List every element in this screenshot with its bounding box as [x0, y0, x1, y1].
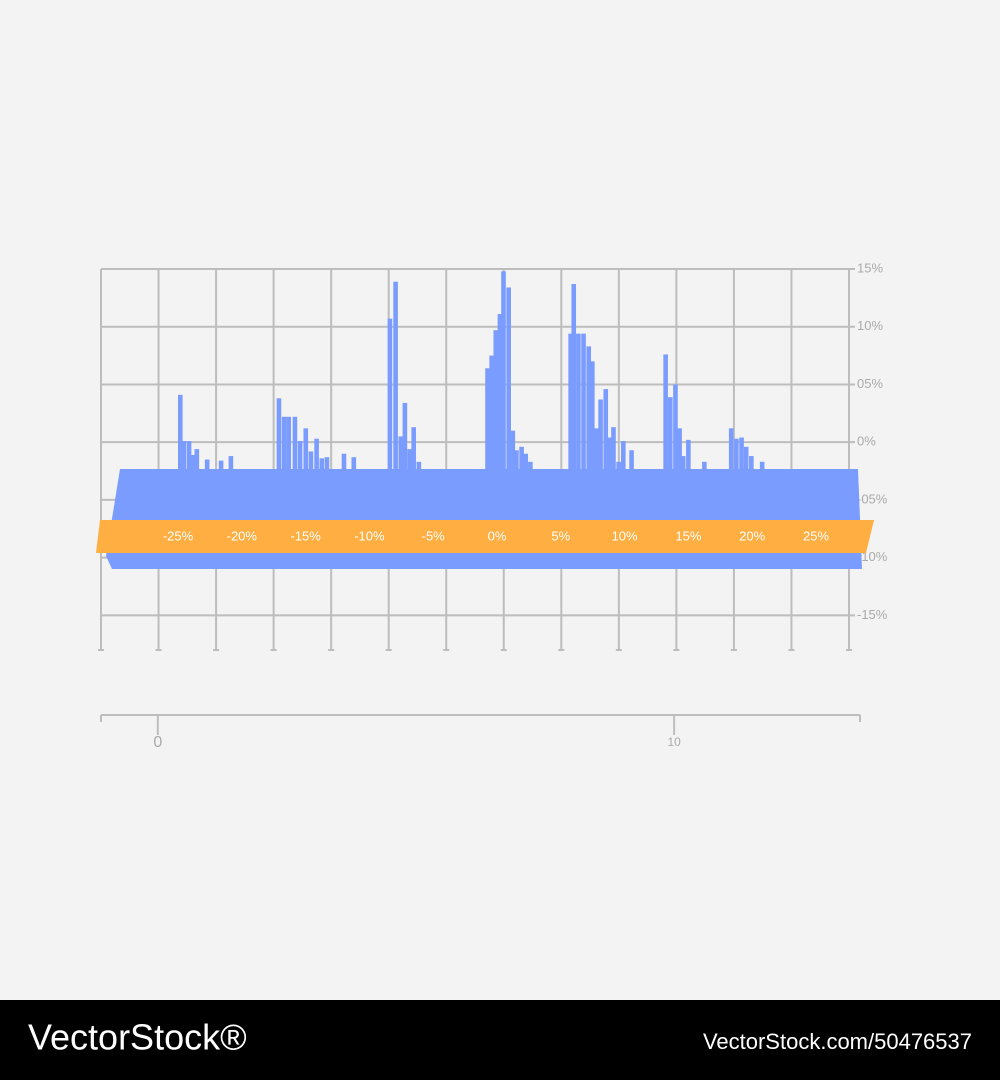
bar — [667, 397, 673, 480]
bar — [743, 446, 749, 480]
bar — [181, 441, 187, 480]
bar — [576, 333, 581, 480]
bar — [281, 416, 287, 480]
bar — [497, 314, 503, 480]
bar — [514, 450, 519, 480]
bar — [493, 330, 499, 480]
bar — [276, 398, 282, 480]
base-band — [106, 469, 862, 569]
x-tick-label: 0 — [153, 734, 162, 751]
bar — [590, 361, 595, 480]
footer-id: VectorStock.com/50476537 — [703, 1029, 972, 1054]
bar — [510, 430, 516, 480]
bar — [611, 427, 616, 480]
bar — [603, 389, 609, 480]
bar — [568, 333, 573, 480]
category-label: 25% — [803, 528, 829, 543]
category-ribbon — [96, 520, 874, 553]
footer-bar — [0, 1000, 1000, 1080]
bar — [677, 428, 682, 480]
bar — [314, 438, 319, 480]
bar — [739, 437, 744, 480]
category-label: -20% — [227, 528, 258, 543]
bar — [177, 394, 183, 480]
bar — [407, 449, 412, 480]
bar — [489, 355, 494, 480]
bar — [734, 438, 739, 480]
bar — [586, 346, 592, 480]
bar — [607, 437, 612, 480]
bar — [485, 368, 490, 480]
bar — [594, 428, 599, 480]
bar — [286, 416, 292, 480]
bar — [523, 453, 529, 480]
bar — [228, 456, 234, 480]
bar — [501, 271, 506, 480]
bar — [393, 281, 398, 480]
bar — [728, 428, 734, 480]
category-label: 5% — [551, 528, 570, 543]
bar — [387, 318, 393, 480]
category-label: 20% — [739, 528, 765, 543]
category-label: 0% — [488, 528, 507, 543]
y-tick-label: 15% — [857, 260, 883, 275]
category-label: 10% — [612, 528, 638, 543]
footer-brand: VectorStock® — [28, 1017, 247, 1058]
bar — [308, 451, 314, 480]
y-tick-label: -05% — [857, 491, 888, 506]
bar — [680, 456, 686, 480]
category-label: -5% — [422, 528, 446, 543]
bar — [411, 427, 416, 480]
bar — [351, 457, 357, 480]
y-tick-label: 10% — [857, 318, 883, 333]
bar — [663, 354, 668, 480]
category-label: -25% — [163, 528, 194, 543]
bar — [519, 446, 524, 480]
bar — [571, 284, 577, 480]
bar — [598, 399, 603, 480]
bar — [621, 441, 626, 480]
category-label: -10% — [354, 528, 385, 543]
bar — [186, 441, 192, 480]
bar — [297, 441, 303, 480]
bar — [686, 439, 691, 480]
bar — [629, 450, 634, 480]
bar — [398, 436, 404, 480]
y-tick-label: 0% — [857, 434, 876, 449]
bar — [190, 454, 196, 480]
category-label: 15% — [675, 528, 701, 543]
bar — [581, 333, 586, 480]
bar — [506, 287, 511, 480]
bar — [194, 449, 200, 480]
bar — [749, 456, 754, 480]
bar — [341, 453, 347, 480]
x-tick-label: 10 — [667, 735, 681, 749]
bar — [673, 384, 678, 480]
y-tick-label: -15% — [857, 607, 888, 622]
bar — [324, 457, 330, 480]
bar — [303, 428, 309, 480]
bar — [402, 402, 408, 480]
category-label: -15% — [290, 528, 321, 543]
bar — [292, 416, 298, 480]
y-tick-label: 05% — [857, 376, 883, 391]
